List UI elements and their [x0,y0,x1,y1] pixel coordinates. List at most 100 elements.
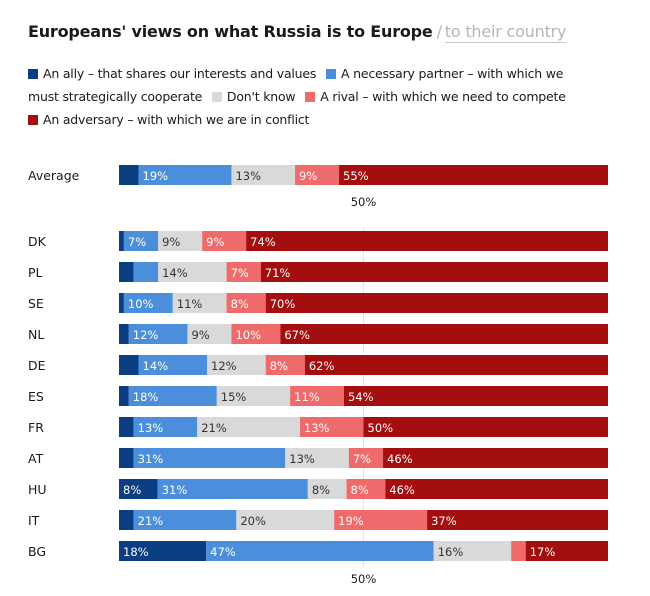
bar-segment-it-rival [334,510,428,530]
row-label-fr: FR [28,420,44,435]
data-label-hu-partner: 31% [162,483,188,497]
bar-segment-bg-dont-know [433,541,512,561]
data-label-bg-dont-know: 16% [438,545,464,559]
bar-segment-dk-adversary [246,231,608,251]
data-label-de-adversary: 62% [309,359,335,373]
bar-segment-fr-rival [299,417,364,437]
bar-row-average: Average 19% 13% 9% 55% [28,165,608,185]
legend-label-adversary: An adversary – with which we are in conf… [43,112,310,127]
bar-segment-se-dont-know [172,293,227,313]
bar-segment-hu-ally [119,479,158,499]
bar-segment-se-rival [226,293,266,313]
data-label-at-rival: 7% [353,452,371,466]
bar-segment-average-ally [119,165,139,185]
data-label-pl-adversary: 71% [265,266,291,280]
data-label-nl-rival: 10% [235,328,261,342]
bar-segment-pl-adversary [260,262,608,282]
bar-segment-bg-partner [206,541,434,561]
legend-swatch-dont-know [211,92,222,102]
bar-segment-pl-ally [119,262,134,282]
data-label-es-dont-know: 15% [221,390,247,404]
data-label-es-adversary: 54% [348,390,374,404]
data-label-nl-partner: 12% [133,328,159,342]
bar-row-at: AT 31% 13% 7% 46% [28,448,608,468]
bar-segment-nl-partner [128,324,188,344]
legend-swatch-adversary [28,115,38,125]
legend-item-adversary: An adversary – with which we are in conf… [28,112,309,127]
row-label-nl: NL [28,327,44,342]
bar-segment-average-rival [295,165,340,185]
row-label-hu: HU [28,482,47,497]
bar-segment-de-ally [119,355,139,375]
bar-row-es: ES 18% 15% 11% 54% [28,386,608,406]
bar-segment-es-rival [290,386,344,406]
bar-segment-fr-ally [119,417,134,437]
data-label-dk-adversary: 74% [250,235,276,249]
legend-item-rival: A rival – with which we need to compete [305,89,566,104]
bar-segment-hu-dont-know [307,479,347,499]
data-label-it-partner: 21% [138,514,164,528]
bar-row-se: SE 10% 11% 8% 70% [28,293,608,313]
bar-segment-nl-ally [119,324,129,344]
data-label-de-rival: 8% [270,359,288,373]
bar-segment-at-adversary [383,448,608,468]
toggle-to-their-country-link[interactable]: to their country [444,22,567,43]
data-label-se-rival: 8% [231,297,249,311]
bar-segment-at-rival [348,448,384,468]
bar-segment-at-partner [133,448,286,468]
bar-segment-at-ally [119,448,134,468]
bar-segment-hu-adversary [385,479,608,499]
bar-segment-de-partner [138,355,208,375]
bar-segment-es-adversary [343,386,608,406]
data-label-at-adversary: 46% [387,452,413,466]
bar-segment-de-rival [265,355,305,375]
data-label-se-partner: 10% [128,297,154,311]
midline-label-bottom: 50% [351,572,377,586]
data-label-it-rival: 19% [338,514,364,528]
bar-row-hu: HU 8% 31% 8% 8% 46% [28,479,608,499]
bar-segment-it-dont-know [236,510,335,530]
data-label-se-adversary: 70% [270,297,296,311]
data-label-es-rival: 11% [294,390,320,404]
data-label-hu-adversary: 46% [389,483,415,497]
data-label-fr-partner: 13% [138,421,164,435]
bar-segment-bg-rival [511,541,526,561]
data-label-it-adversary: 37% [431,514,457,528]
bar-segment-it-adversary [427,510,608,530]
data-label-se-dont-know: 11% [177,297,203,311]
data-label-average-adversary: 55% [343,169,369,183]
chart-legend: An ally – that shares our interests and … [28,62,588,131]
row-label-it: IT [28,513,40,528]
bar-segment-dk-dont-know [158,231,203,251]
legend-swatch-ally [28,69,38,79]
data-label-bg-partner: 47% [210,545,236,559]
data-label-fr-dont-know: 21% [201,421,227,435]
data-label-bg-ally: 18% [123,545,149,559]
bar-segment-it-partner [133,510,237,530]
bar-segment-se-partner [123,293,173,313]
data-label-fr-adversary: 50% [368,421,394,435]
bar-segment-pl-dont-know [158,262,227,282]
bar-segment-it-ally [119,510,134,530]
bar-segment-hu-rival [346,479,386,499]
bar-segment-dk-partner [123,231,159,251]
bar-segment-dk-rival [202,231,247,251]
chart-title-main: Europeans' views on what Russia is to Eu… [28,22,433,41]
data-label-nl-adversary: 67% [284,328,310,342]
row-label-bg: BG [28,544,46,559]
bar-segment-se-adversary [265,293,608,313]
data-label-average-dont-know: 13% [235,169,261,183]
bar-row-pl: PL 14% 7% 71% [28,262,608,282]
bar-row-nl: NL 12% 9% 10% 67% [28,324,608,344]
row-label-se: SE [28,296,44,311]
bar-segment-fr-adversary [363,417,608,437]
bar-segment-es-ally [119,386,129,406]
bar-segment-fr-partner [133,417,198,437]
bar-segment-dk-ally [119,231,124,251]
bar-segment-de-dont-know [207,355,266,375]
bar-row-it: IT 21% 20% 19% 37% [28,510,608,530]
bar-segment-fr-dont-know [197,417,300,437]
data-label-hu-rival: 8% [351,483,369,497]
bar-segment-nl-adversary [280,324,608,344]
